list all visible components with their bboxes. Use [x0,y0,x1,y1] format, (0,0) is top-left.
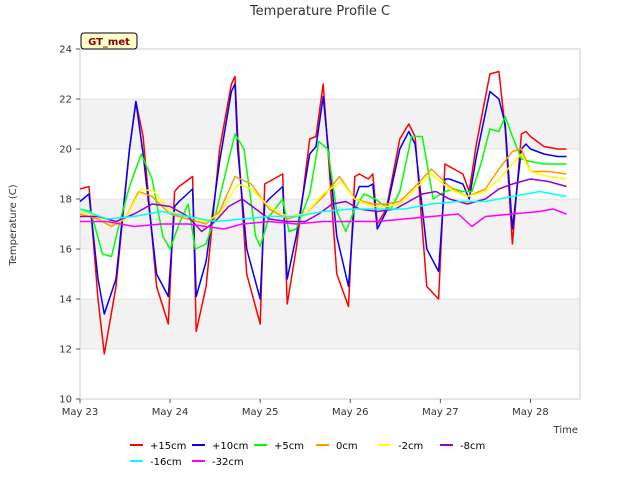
y-tick-label: 16 [59,245,72,256]
legend-item: -16cm [130,457,182,468]
legend-item: -32cm [192,457,244,468]
series-line--32cm [80,208,567,230]
series-line-+10cm [79,83,567,315]
series-line-0cm [79,148,567,228]
x-tick-label: May 23 [62,407,99,418]
y-axis-label: Temperature (C) [8,184,19,266]
y-tick-label: 12 [59,345,72,356]
legend-item: +15cm [130,441,186,452]
x-tick-label: May 25 [242,407,279,418]
series-line-+15cm [79,70,567,355]
chart-title: Temperature Profile C [249,4,390,19]
gt-met-badge: GT_met [80,32,138,50]
legend-item: -8cm [440,441,485,452]
legend-item: +5cm [254,441,304,452]
legend-label: -8cm [460,441,485,452]
y-tick-label: 24 [59,45,72,56]
legend-label: -32cm [212,457,244,468]
legend: +15cm +10cm +5cm 0cm -2cm -8cm -16cm -32cm [130,441,485,468]
x-tick-label: May 28 [512,407,549,418]
legend-label: 0cm [336,441,358,452]
plot-area-border [79,48,581,400]
legend-item: -2cm [378,441,423,452]
series-line--16cm [79,190,567,223]
legend-label: -16cm [150,457,182,468]
legend-label: -2cm [398,441,423,452]
y-tick-label: 22 [59,95,72,106]
plot-bands [80,48,580,400]
x-tick-label: May 27 [422,407,459,418]
series-line--2cm [79,153,567,225]
series-line-+5cm [79,115,567,258]
x-tick-label: May 26 [332,407,369,418]
x-axis-label: Time [553,425,578,436]
grid-band [80,99,580,149]
badge-label: GT_met [88,37,130,48]
legend-label: +5cm [274,441,304,452]
series-lines [79,70,567,355]
legend-item: 0cm [316,441,358,452]
grid-band [80,299,580,349]
y-tick-label: 20 [59,145,72,156]
y-tick-label: 14 [59,295,72,306]
legend-label: +15cm [150,441,186,452]
y-tick-label: 10 [59,395,72,406]
legend-label: +10cm [212,441,248,452]
series-line--8cm [80,178,567,233]
y-tick-label: 18 [59,195,72,206]
x-tick-label: May 24 [152,407,189,418]
plot-frame [79,48,581,400]
y-ticks: 10 12 14 16 18 20 22 24 [59,45,80,406]
x-ticks: May 23 May 24 May 25 May 26 May 27 May 28 [62,399,549,418]
legend-item: +10cm [192,441,248,452]
